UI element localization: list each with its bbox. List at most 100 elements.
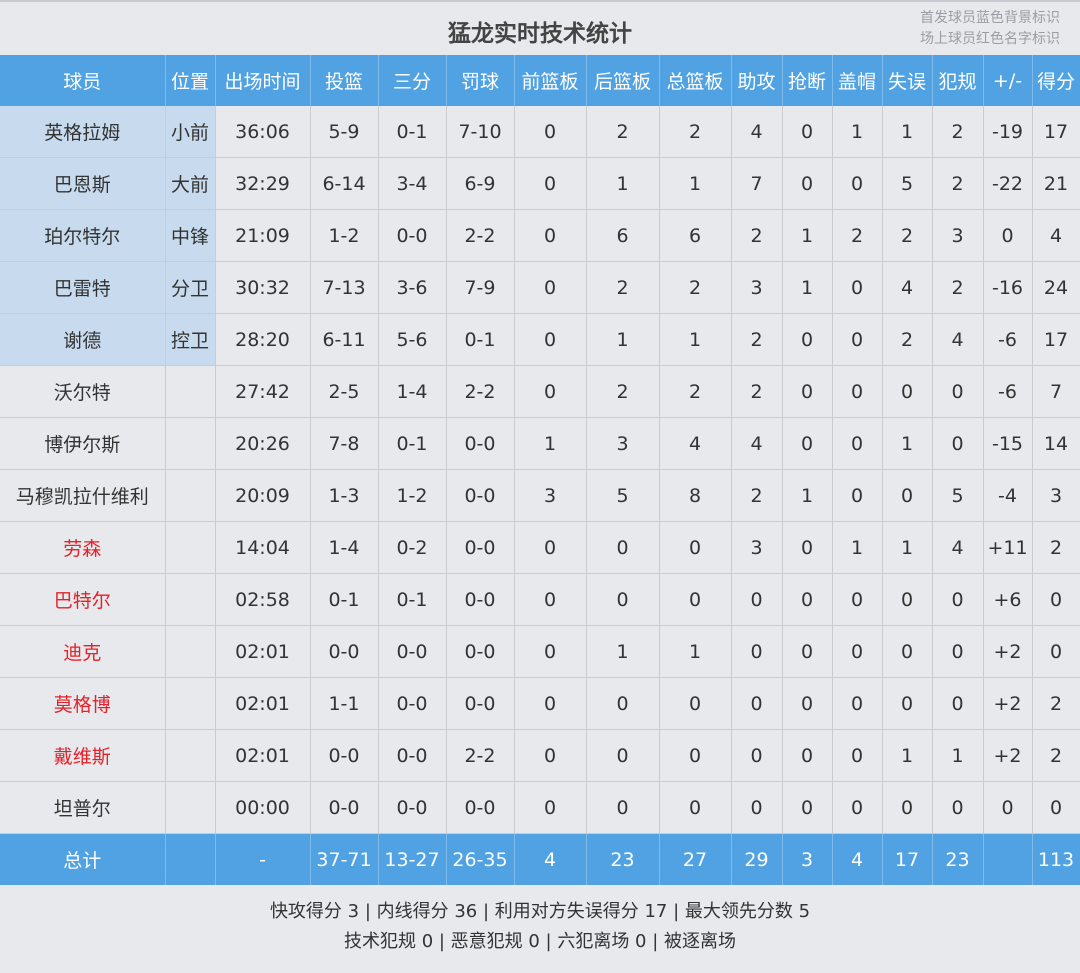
player-name[interactable]: 迪克 bbox=[0, 625, 166, 678]
stat-cell: 0-0 bbox=[446, 521, 515, 574]
stat-cell: 2 bbox=[1032, 521, 1080, 574]
stat-cell: 4 bbox=[1032, 209, 1080, 262]
stat-cell: 2 bbox=[731, 313, 783, 366]
column-header[interactable]: 球员 bbox=[0, 55, 166, 106]
player-name[interactable]: 珀尔特尔 bbox=[0, 209, 166, 262]
column-header[interactable]: 前篮板 bbox=[514, 55, 587, 106]
stat-cell: 36:06 bbox=[215, 106, 311, 158]
player-name[interactable]: 巴特尔 bbox=[0, 573, 166, 626]
stat-cell: 6 bbox=[659, 209, 732, 262]
table-row[interactable]: 巴雷特 分卫 30:32 7-13 3-6 7-9 0 2 2 3 1 0 4 2 -16 24 bbox=[0, 261, 1080, 314]
stat-cell: 4 bbox=[932, 521, 984, 574]
player-name[interactable]: 劳森 bbox=[0, 521, 166, 574]
stat-cell: 0-0 bbox=[446, 573, 515, 626]
player-name[interactable]: 巴雷特 bbox=[0, 261, 166, 314]
stat-cell: 1 bbox=[932, 729, 984, 782]
column-header[interactable]: 盖帽 bbox=[832, 55, 883, 106]
stat-cell: 2 bbox=[659, 365, 732, 418]
table-row[interactable]: 珀尔特尔 中锋 21:09 1-2 0-0 2-2 0 6 6 2 1 2 2 3 0 4 bbox=[0, 209, 1080, 262]
stat-cell: 1 bbox=[514, 417, 587, 470]
stat-cell: 0-0 bbox=[378, 677, 447, 730]
stat-cell: 17 bbox=[1032, 106, 1080, 158]
table-row[interactable]: 坦普尔 00:00 0-0 0-0 0-0 0 0 0 0 0 0 0 0 0 0 bbox=[0, 781, 1080, 834]
table-row[interactable]: 劳森 14:04 1-4 0-2 0-0 0 0 0 3 0 1 1 4 +11 2 bbox=[0, 521, 1080, 574]
stat-cell: 0 bbox=[932, 781, 984, 834]
column-header[interactable]: 三分 bbox=[378, 55, 447, 106]
stat-cell: 0 bbox=[832, 781, 883, 834]
stat-cell: 0 bbox=[586, 573, 660, 626]
stat-cell: 0 bbox=[932, 625, 984, 678]
stat-cell: -4 bbox=[983, 469, 1033, 522]
stat-cell: 0 bbox=[514, 365, 587, 418]
stat-cell: 1 bbox=[882, 417, 933, 470]
stat-cell: 0 bbox=[832, 729, 883, 782]
column-header[interactable]: 犯规 bbox=[932, 55, 984, 106]
player-name[interactable]: 马穆凯拉什维利 bbox=[0, 469, 166, 522]
stat-cell: 0 bbox=[882, 781, 933, 834]
column-header[interactable]: 位置 bbox=[165, 55, 216, 106]
stat-cell: 0 bbox=[983, 209, 1033, 262]
stat-cell: 5-9 bbox=[310, 106, 379, 158]
stat-cell: 2 bbox=[832, 209, 883, 262]
stat-cell: 1 bbox=[782, 469, 833, 522]
table-row[interactable]: 巴特尔 02:58 0-1 0-1 0-0 0 0 0 0 0 0 0 0 +6 0 bbox=[0, 573, 1080, 626]
stat-cell: 0 bbox=[782, 625, 833, 678]
summary-line-1: 快攻得分 3 | 内线得分 36 | 利用对方失误得分 17 | 最大领先分数 … bbox=[269, 901, 811, 922]
stat-cell: -16 bbox=[983, 261, 1033, 314]
table-row[interactable]: 英格拉姆 小前 36:06 5-9 0-1 7-10 0 2 2 4 0 1 1 2 -19 17 bbox=[0, 106, 1080, 158]
stat-cell: 0 bbox=[882, 365, 933, 418]
stat-cell: 20:26 bbox=[215, 417, 311, 470]
table-row[interactable]: 沃尔特 27:42 2-5 1-4 2-2 0 2 2 2 0 0 0 0 -6 7 bbox=[0, 365, 1080, 418]
stat-cell: 2 bbox=[586, 106, 660, 158]
column-header[interactable]: 后篮板 bbox=[586, 55, 660, 106]
stat-cell: 5 bbox=[882, 157, 933, 210]
column-header[interactable]: 总篮板 bbox=[659, 55, 732, 106]
column-header[interactable]: 得分 bbox=[1032, 55, 1080, 106]
player-name[interactable]: 谢德 bbox=[0, 313, 166, 366]
table-row[interactable]: 迪克 02:01 0-0 0-0 0-0 0 1 1 0 0 0 0 0 +2 0 bbox=[0, 625, 1080, 678]
stat-cell: 0 bbox=[514, 157, 587, 210]
stat-cell: 0 bbox=[832, 469, 883, 522]
position-cell: 分卫 bbox=[165, 261, 216, 314]
player-name[interactable]: 沃尔特 bbox=[0, 365, 166, 418]
column-header[interactable]: 出场时间 bbox=[215, 55, 311, 106]
stat-cell: 3-6 bbox=[378, 261, 447, 314]
table-row[interactable]: 马穆凯拉什维利 20:09 1-3 1-2 0-0 3 5 8 2 1 0 0 5 -4 3 bbox=[0, 469, 1080, 522]
totals-cell: 4 bbox=[514, 833, 587, 885]
stat-cell: 2 bbox=[882, 313, 933, 366]
column-header[interactable]: 罚球 bbox=[446, 55, 515, 106]
totals-cell: 13-27 bbox=[378, 833, 447, 885]
stat-cell: 1 bbox=[659, 157, 732, 210]
column-header[interactable]: 失误 bbox=[882, 55, 933, 106]
stat-cell: -6 bbox=[983, 365, 1033, 418]
table-row[interactable]: 博伊尔斯 20:26 7-8 0-1 0-0 1 3 4 4 0 0 1 0 -15 14 bbox=[0, 417, 1080, 470]
totals-cell: 23 bbox=[932, 833, 984, 885]
column-header[interactable]: 投篮 bbox=[310, 55, 379, 106]
totals-cell: 26-35 bbox=[446, 833, 515, 885]
table-row[interactable]: 巴恩斯 大前 32:29 6-14 3-4 6-9 0 1 1 7 0 0 5 2 -22 21 bbox=[0, 157, 1080, 210]
column-header[interactable]: 助攻 bbox=[731, 55, 783, 106]
stat-cell: 2 bbox=[659, 261, 732, 314]
column-header[interactable]: 抢断 bbox=[782, 55, 833, 106]
player-name[interactable]: 坦普尔 bbox=[0, 781, 166, 834]
stat-cell: 2 bbox=[731, 469, 783, 522]
stat-cell: 1 bbox=[882, 521, 933, 574]
column-header[interactable]: +/- bbox=[983, 55, 1033, 106]
player-name[interactable]: 博伊尔斯 bbox=[0, 417, 166, 470]
summary: 快攻得分 3 | 内线得分 36 | 利用对方失误得分 17 | 最大领先分数 … bbox=[0, 885, 1080, 957]
stat-cell: 0 bbox=[782, 106, 833, 158]
table-row[interactable]: 谢德 控卫 28:20 6-11 5-6 0-1 0 1 1 2 0 0 2 4 -6 17 bbox=[0, 313, 1080, 366]
player-name[interactable]: 莫格博 bbox=[0, 677, 166, 730]
stat-cell: 0-0 bbox=[446, 677, 515, 730]
stat-cell: 7-10 bbox=[446, 106, 515, 158]
player-name[interactable]: 巴恩斯 bbox=[0, 157, 166, 210]
stat-cell: 1 bbox=[882, 106, 933, 158]
stat-cell: 7 bbox=[1032, 365, 1080, 418]
player-name[interactable]: 英格拉姆 bbox=[0, 106, 166, 158]
position-cell bbox=[165, 521, 216, 574]
table-row[interactable]: 戴维斯 02:01 0-0 0-0 2-2 0 0 0 0 0 0 1 1 +2 2 bbox=[0, 729, 1080, 782]
player-name[interactable]: 戴维斯 bbox=[0, 729, 166, 782]
stat-cell: 6-11 bbox=[310, 313, 379, 366]
header-row: 球员 位置 出场时间 投篮 三分 罚球 前篮板 后篮板 总篮板 助攻 抢断 盖帽 失误 犯规 +/- 得分 bbox=[0, 55, 1080, 106]
table-row[interactable]: 莫格博 02:01 1-1 0-0 0-0 0 0 0 0 0 0 0 0 +2 2 bbox=[0, 677, 1080, 730]
